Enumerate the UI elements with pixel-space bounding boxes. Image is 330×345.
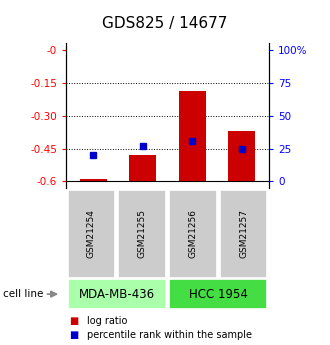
Text: GSM21256: GSM21256 — [188, 209, 197, 258]
Text: GSM21257: GSM21257 — [239, 209, 248, 258]
Text: HCC 1954: HCC 1954 — [189, 288, 248, 300]
Text: GSM21254: GSM21254 — [87, 209, 96, 258]
Text: ■: ■ — [69, 316, 79, 326]
Bar — [80, 179, 107, 181]
Bar — [228, 131, 255, 181]
Bar — [129, 155, 156, 181]
Text: MDA-MB-436: MDA-MB-436 — [79, 288, 155, 300]
Text: log ratio: log ratio — [87, 316, 128, 326]
Text: GSM21255: GSM21255 — [138, 209, 147, 258]
Text: percentile rank within the sample: percentile rank within the sample — [87, 330, 252, 339]
Text: cell line: cell line — [3, 289, 44, 299]
Bar — [179, 91, 206, 181]
Text: GDS825 / 14677: GDS825 / 14677 — [102, 16, 228, 30]
Text: ■: ■ — [69, 330, 79, 339]
